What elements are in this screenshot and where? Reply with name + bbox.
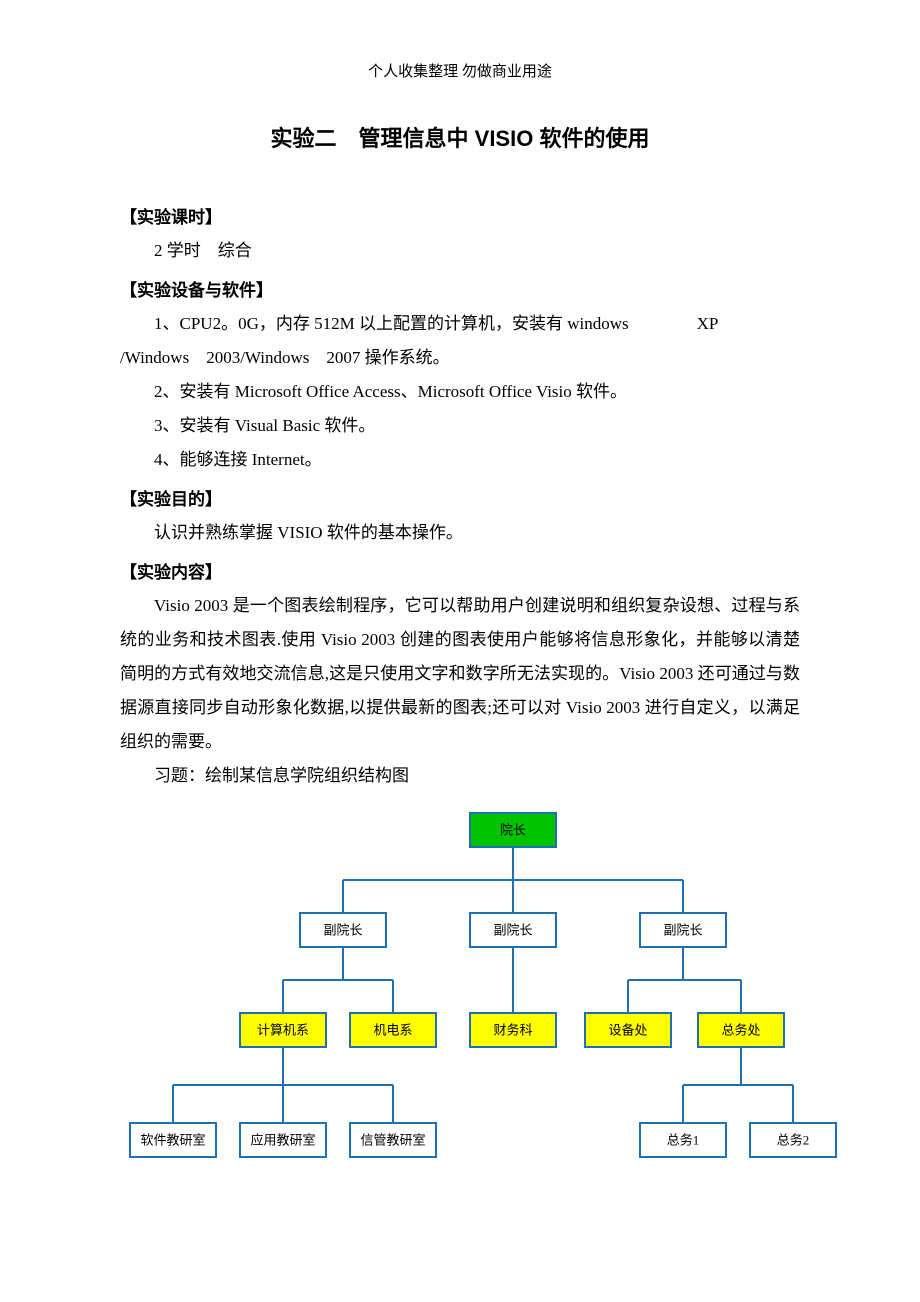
org-node-label: 设备处 <box>608 1023 647 1038</box>
objective-line: 认识并熟练掌握 VISIO 软件的基本操作。 <box>120 516 800 550</box>
header-note: 个人收集整理 勿做商业用途 <box>120 60 800 81</box>
section-head-hours: 【实验课时】 <box>120 203 800 228</box>
hours-line: 2 学时 综合 <box>120 234 800 268</box>
equip-line3: 3、安装有 Visual Basic 软件。 <box>120 409 800 443</box>
org-node: 设备处 <box>585 1013 671 1047</box>
org-node-label: 总务2 <box>777 1133 810 1148</box>
org-node: 应用教研室 <box>240 1123 326 1157</box>
exercise-line: 习题：绘制某信息学院组织结构图 <box>120 759 800 793</box>
org-node: 总务1 <box>640 1123 726 1157</box>
org-node: 财务科 <box>470 1013 556 1047</box>
org-node-label: 应用教研室 <box>250 1133 315 1148</box>
org-node: 副院长 <box>640 913 726 947</box>
org-node: 总务处 <box>698 1013 784 1047</box>
org-node: 信管教研室 <box>350 1123 436 1157</box>
org-node-label: 副院长 <box>323 923 362 938</box>
org-node-label: 机电系 <box>373 1023 412 1038</box>
org-node: 副院长 <box>470 913 556 947</box>
org-node: 院长 <box>470 813 556 847</box>
org-node-label: 总务处 <box>721 1023 760 1038</box>
equip-line4: 4、能够连接 Internet。 <box>120 443 800 477</box>
org-node-label: 副院长 <box>663 923 702 938</box>
org-node: 机电系 <box>350 1013 436 1047</box>
document-page: 个人收集整理 勿做商业用途 实验二 管理信息中 VISIO 软件的使用 【实验课… <box>0 0 920 1302</box>
org-node-label: 总务1 <box>667 1133 700 1148</box>
content-para: Visio 2003 是一个图表绘制程序，它可以帮助用户创建说明和组织复杂设想、… <box>120 589 800 759</box>
section-head-content: 【实验内容】 <box>120 558 800 583</box>
org-node: 软件教研室 <box>130 1123 216 1157</box>
org-node-label: 信管教研室 <box>360 1133 425 1148</box>
org-chart-container: 院长副院长 副院长 副院长计算机系 机电系 财务科 设备处 总务处软件教研室 应用教研室 信管教… <box>120 803 800 1173</box>
section-head-equipment: 【实验设备与软件】 <box>120 276 800 301</box>
equip-line1b: /Windows 2003/Windows 2007 操作系统。 <box>120 341 800 375</box>
org-node-label: 财务科 <box>493 1023 532 1038</box>
org-node: 总务2 <box>750 1123 836 1157</box>
section-head-objective: 【实验目的】 <box>120 485 800 510</box>
equip-line2: 2、安装有 Microsoft Office Access、Microsoft … <box>120 375 800 409</box>
org-node: 计算机系 <box>240 1013 326 1047</box>
org-chart: 院长副院长 副院长 副院长计算机系 机电系 财务科 设备处 总务处软件教研室 应用教研室 信管教… <box>120 803 850 1173</box>
page-title: 实验二 管理信息中 VISIO 软件的使用 <box>120 121 800 153</box>
org-node: 副院长 <box>300 913 386 947</box>
org-node-label: 副院长 <box>493 923 532 938</box>
org-node-label: 软件教研室 <box>140 1133 205 1148</box>
org-node-label: 院长 <box>500 823 526 838</box>
org-node-label: 计算机系 <box>257 1023 309 1038</box>
equip-line1: 1、CPU2。0G，内存 512M 以上配置的计算机，安装有 windows X… <box>120 307 800 341</box>
